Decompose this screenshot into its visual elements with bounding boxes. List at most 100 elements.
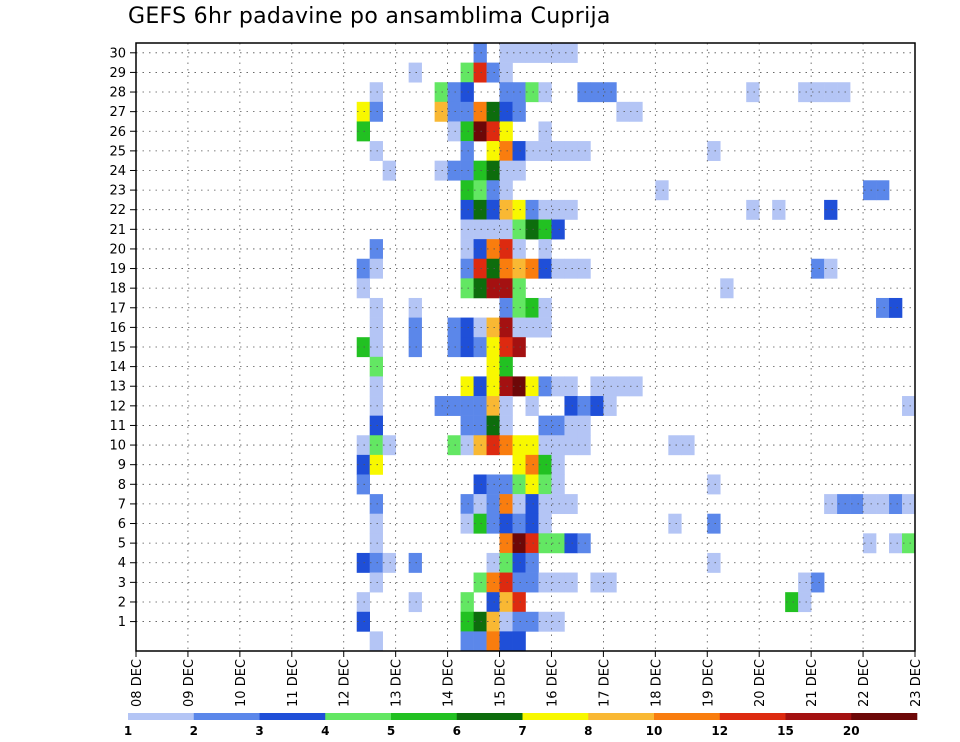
- heatmap-cell: [772, 199, 786, 220]
- heatmap-cell: [499, 494, 513, 515]
- heatmap-cell: [486, 239, 500, 260]
- heatmap-cell: [538, 199, 552, 220]
- heatmap-cell: [460, 258, 474, 279]
- heatmap-cell: [499, 141, 513, 161]
- heatmap-cell: [460, 396, 474, 416]
- heatmap-cell: [538, 141, 552, 161]
- heatmap-cell: [499, 239, 513, 260]
- heatmap-cell: [564, 43, 578, 63]
- heatmap-cell: [551, 474, 565, 495]
- heatmap-cell: [824, 199, 838, 220]
- heatmap-cell: [707, 513, 721, 534]
- heatmap-cell: [356, 592, 370, 613]
- heatmap-cell: [473, 396, 487, 416]
- heatmap-cell: [551, 533, 565, 554]
- heatmap-cell: [486, 180, 500, 201]
- legend-swatch: [522, 713, 589, 720]
- heatmap-cell: [707, 474, 721, 495]
- heatmap-cell: [356, 258, 370, 279]
- heatmap-cell: [486, 494, 500, 515]
- heatmap-cell: [824, 494, 838, 515]
- heatmap-cell: [863, 494, 877, 515]
- heatmap-cell: [512, 199, 526, 220]
- heatmap-cell: [473, 121, 487, 142]
- heatmap-cell: [616, 376, 630, 397]
- heatmap-cell: [538, 121, 552, 142]
- heatmap-cell: [369, 297, 383, 318]
- heatmap-cell: [499, 219, 513, 240]
- legend-label: 1: [124, 724, 132, 738]
- heatmap-cell: [447, 160, 461, 181]
- heatmap-cell: [629, 376, 643, 397]
- heatmap-cell: [512, 474, 526, 495]
- heatmap-cell: [369, 435, 383, 456]
- heatmap-cell: [369, 631, 383, 652]
- heatmap-cell: [382, 435, 396, 456]
- y-tick-label: 11: [109, 419, 126, 434]
- legend-label: 20: [843, 724, 860, 738]
- heatmap-cell: [460, 337, 474, 358]
- heatmap-cell: [460, 376, 474, 397]
- heatmap-cell: [551, 494, 565, 515]
- heatmap-cell: [434, 82, 448, 103]
- heatmap-cell: [538, 494, 552, 515]
- heatmap-cell: [486, 199, 500, 220]
- heatmap-cell: [499, 356, 513, 377]
- heatmap-cell: [473, 239, 487, 260]
- heatmap-cell: [499, 631, 513, 652]
- heatmap-cell: [512, 533, 526, 554]
- heatmap-cell: [356, 101, 370, 122]
- heatmap-cell: [525, 552, 539, 573]
- legend-label: 7: [518, 724, 526, 738]
- heatmap-cell: [369, 258, 383, 279]
- x-tick-label: 21 DEC: [805, 659, 820, 707]
- heatmap-cell: [447, 317, 461, 338]
- heatmap-cell: [512, 317, 526, 338]
- y-tick-label: 29: [109, 66, 126, 81]
- heatmap-cell: [486, 474, 500, 495]
- heatmap-cell: [564, 494, 578, 515]
- heatmap-cell: [590, 396, 604, 416]
- heatmap-cell: [460, 278, 474, 299]
- heatmap-cell: [356, 474, 370, 495]
- heatmap-cell: [499, 474, 513, 495]
- legend-label: 4: [321, 724, 329, 738]
- heatmap-cell: [486, 415, 500, 436]
- heatmap-cell: [681, 435, 695, 456]
- legend-label: 6: [453, 724, 461, 738]
- heatmap-cell: [512, 43, 526, 63]
- heatmap-cell: [512, 239, 526, 260]
- heatmap-cell: [876, 180, 890, 201]
- x-tick-label: 23 DEC: [909, 659, 924, 707]
- heatmap-cell: [499, 533, 513, 554]
- heatmap-cell: [460, 62, 474, 83]
- heatmap-cell: [811, 258, 825, 279]
- x-tick-label: 22 DEC: [857, 659, 872, 707]
- heatmap-cell: [369, 494, 383, 515]
- heatmap-cell: [473, 160, 487, 181]
- heatmap-cell: [369, 376, 383, 397]
- x-tick-label: 10 DEC: [234, 659, 249, 707]
- y-tick-label: 30: [109, 46, 126, 61]
- heatmap-cell: [460, 141, 474, 161]
- heatmap-cell: [668, 435, 682, 456]
- heatmap-cell: [798, 572, 812, 593]
- legend-swatch: [391, 713, 458, 720]
- heatmap-cell: [473, 337, 487, 358]
- y-tick-label: 2: [118, 595, 126, 610]
- heatmap-cell: [564, 533, 578, 554]
- y-tick-label: 9: [118, 458, 126, 473]
- heatmap-cell: [499, 62, 513, 83]
- heatmap-cell: [798, 592, 812, 613]
- heatmap-cell: [447, 337, 461, 358]
- heatmap-cell: [525, 43, 539, 63]
- heatmap-cell: [512, 337, 526, 358]
- heatmap-cell: [525, 258, 539, 279]
- heatmap-cell: [811, 572, 825, 593]
- heatmap-cell: [525, 474, 539, 495]
- heatmap-cell: [512, 513, 526, 534]
- heatmap-cell: [525, 611, 539, 632]
- legend-label: 15: [777, 724, 794, 738]
- heatmap-cell: [369, 454, 383, 475]
